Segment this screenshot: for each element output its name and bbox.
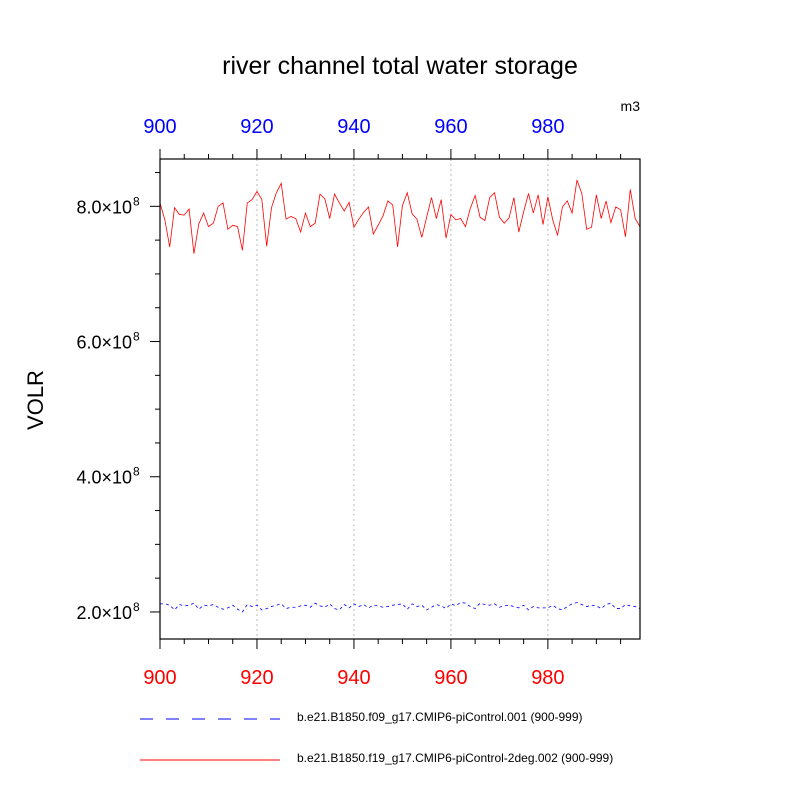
legend-label-2: b.e21.B1850.f19_g17.CMIP6-piControl-2deg… <box>297 751 614 765</box>
x-tick-label-top: 920 <box>240 116 273 138</box>
y-tick-exponent: 8 <box>133 465 140 479</box>
y-tick-label: 8.0×10 <box>76 197 132 217</box>
legend-label-1: b.e21.B1850.f09_g17.CMIP6-piControl.001 … <box>297 710 583 724</box>
x-tick-label-bottom: 940 <box>337 667 370 689</box>
x-tick-label-top: 980 <box>531 116 564 138</box>
x-tick-label-bottom: 980 <box>531 667 564 689</box>
series-line-2 <box>159 179 641 254</box>
x-tick-label-bottom: 920 <box>240 667 273 689</box>
legend-swatch-solid-red <box>140 759 280 761</box>
y-tick-label: 2.0×10 <box>76 603 132 623</box>
legend-item-1: b.e21.B1850.f09_g17.CMIP6-piControl.001 … <box>140 704 800 734</box>
x-tick-label-top: 940 <box>337 116 370 138</box>
x-tick-label-bottom: 960 <box>434 667 467 689</box>
chart-title: river channel total water storage <box>222 52 578 80</box>
series-line-1 <box>160 602 641 613</box>
y-tick-label: 6.0×10 <box>76 333 132 353</box>
legend-swatch-dashed-blue <box>140 718 280 720</box>
y-tick-exponent: 8 <box>133 600 140 614</box>
y-tick-exponent: 8 <box>133 194 140 208</box>
units-label: m3 <box>620 98 640 114</box>
x-tick-label-bottom: 900 <box>143 667 176 689</box>
x-tick-label-top: 900 <box>143 116 176 138</box>
legend-item-2: b.e21.B1850.f19_g17.CMIP6-piControl-2deg… <box>140 745 800 775</box>
y-tick-label: 4.0×10 <box>76 468 132 488</box>
plot-frame <box>159 158 641 640</box>
x-tick-label-top: 960 <box>434 116 467 138</box>
y-tick-exponent: 8 <box>133 330 140 344</box>
